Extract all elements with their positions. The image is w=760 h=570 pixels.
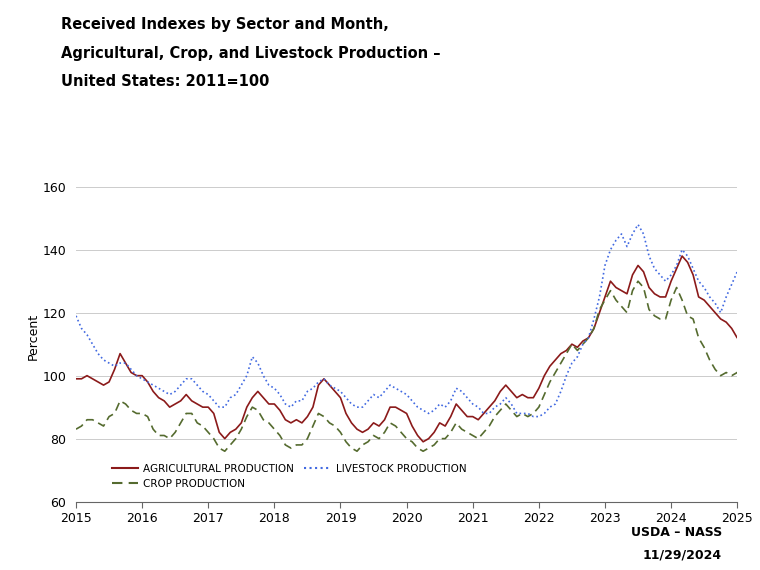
CROP PRODUCTION	[496, 407, 505, 414]
AGRICULTURAL PRODUCTION	[314, 382, 323, 389]
CROP PRODUCTION	[71, 426, 81, 433]
AGRICULTURAL PRODUCTION	[132, 372, 141, 379]
Line: CROP PRODUCTION: CROP PRODUCTION	[76, 281, 760, 451]
Text: 11/29/2024: 11/29/2024	[643, 548, 722, 561]
CROP PRODUCTION	[699, 344, 708, 351]
Line: LIVESTOCK PRODUCTION: LIVESTOCK PRODUCTION	[76, 193, 760, 417]
AGRICULTURAL PRODUCTION	[661, 294, 670, 300]
CROP PRODUCTION	[220, 448, 230, 455]
Text: United States: 2011=100: United States: 2011=100	[61, 74, 269, 89]
CROP PRODUCTION	[270, 426, 279, 433]
CROP PRODUCTION	[104, 413, 113, 420]
AGRICULTURAL PRODUCTION	[678, 253, 687, 259]
LIVESTOCK PRODUCTION	[633, 221, 642, 228]
AGRICULTURAL PRODUCTION	[292, 416, 301, 423]
Line: AGRICULTURAL PRODUCTION: AGRICULTURAL PRODUCTION	[76, 256, 760, 442]
LIVESTOCK PRODUCTION	[104, 360, 113, 367]
LIVESTOCK PRODUCTION	[529, 413, 538, 420]
Text: USDA – NASS: USDA – NASS	[631, 526, 722, 539]
AGRICULTURAL PRODUCTION	[71, 376, 81, 382]
Legend: AGRICULTURAL PRODUCTION, CROP PRODUCTION, LIVESTOCK PRODUCTION: AGRICULTURAL PRODUCTION, CROP PRODUCTION…	[108, 459, 470, 493]
CROP PRODUCTION	[633, 278, 642, 284]
AGRICULTURAL PRODUCTION	[160, 397, 169, 404]
LIVESTOCK PRODUCTION	[71, 312, 81, 319]
CROP PRODUCTION	[639, 284, 648, 291]
AGRICULTURAL PRODUCTION	[655, 294, 664, 300]
Text: Agricultural, Crop, and Livestock Production –: Agricultural, Crop, and Livestock Produc…	[61, 46, 440, 60]
LIVESTOCK PRODUCTION	[441, 404, 450, 410]
Text: Received Indexes by Sector and Month,: Received Indexes by Sector and Month,	[61, 17, 388, 32]
LIVESTOCK PRODUCTION	[490, 404, 499, 410]
LIVESTOCK PRODUCTION	[694, 278, 703, 284]
LIVESTOCK PRODUCTION	[264, 382, 274, 389]
Y-axis label: Percent: Percent	[27, 313, 40, 360]
CROP PRODUCTION	[446, 429, 455, 435]
AGRICULTURAL PRODUCTION	[419, 438, 428, 445]
